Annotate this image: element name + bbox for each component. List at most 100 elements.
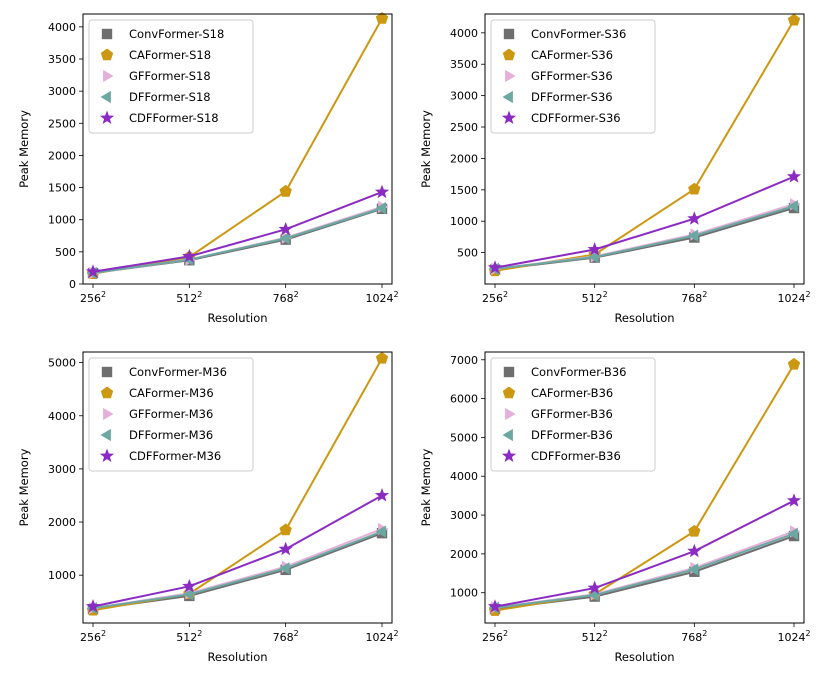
data-point — [786, 169, 802, 183]
legend-marker — [502, 428, 513, 442]
y-tick-label: 4000 — [48, 21, 76, 34]
y-tick-label: 4000 — [48, 410, 76, 423]
y-tick-label: 500 — [457, 247, 478, 260]
data-point — [278, 541, 293, 556]
x-tick-label: 5122 — [582, 629, 608, 644]
legend-label: CAFormer-B36 — [531, 386, 613, 400]
x-tick-label: 2562 — [80, 290, 106, 305]
y-tick-label: 3500 — [450, 58, 478, 71]
data-point — [688, 182, 701, 195]
y-tick-label: 1000 — [450, 215, 478, 228]
series-CDFFormer-M36 — [85, 488, 390, 613]
series-line — [92, 494, 383, 608]
y-tick-label: 2000 — [450, 548, 478, 561]
legend-marker — [502, 386, 516, 399]
data-point — [588, 250, 599, 264]
series-CDFFormer-B36 — [487, 493, 802, 613]
x-axis-label: Resolution — [207, 650, 267, 664]
x-tick-label: 5122 — [176, 290, 202, 305]
x-tick-label: 2562 — [482, 629, 508, 644]
y-tick-label: 3000 — [450, 509, 478, 522]
y-tick-label: 1500 — [48, 182, 76, 195]
data-point — [374, 488, 390, 502]
y-tick-label: 3000 — [450, 90, 478, 103]
legend: ConvFormer-S18 CAFormer-S18 GFFormer-S18 DF… — [88, 19, 254, 134]
y-tick-label: 6000 — [450, 393, 478, 406]
series-DFFormer-S18 — [86, 201, 386, 280]
chart-panel-2: 500 1000 1500 2000 2500 3000 3500 4000 2562 5122 7… — [419, 13, 811, 325]
plot-frame — [82, 13, 393, 285]
x-tick-label: 10242 — [777, 290, 810, 305]
x-tick-label: 7682 — [273, 629, 299, 644]
legend-label: ConvFormer-S18 — [129, 27, 224, 41]
x-tick-label: 7682 — [681, 290, 707, 305]
legend-label: CAFormer-M36 — [129, 386, 214, 400]
y-tick-label: 3500 — [48, 53, 76, 66]
data-point — [587, 241, 602, 256]
legend-marker — [101, 366, 113, 378]
y-tick-label: 2500 — [450, 121, 478, 134]
data-point — [279, 562, 290, 575]
data-point — [787, 527, 798, 540]
legend-label: CDFFormer-B36 — [531, 449, 621, 463]
data-point — [687, 229, 699, 242]
y-axis-label: Peak Memory — [419, 448, 433, 526]
chart-panel-1: 0 500 1000 1500 2000 2500 3000 3500 4000 2562 5122… — [17, 12, 399, 325]
legend: ConvFormer-S36 CAFormer-S36 GFFormer-S36 DF… — [490, 19, 656, 134]
data-point — [182, 588, 194, 601]
y-tick-label: 1000 — [48, 214, 76, 227]
series-DFFormer-S36 — [488, 199, 798, 276]
legend: ConvFormer-M36 CAFormer-M36 GFFormer-M36 DF… — [88, 357, 254, 472]
plot-frame — [484, 351, 805, 624]
legend-label: CAFormer-S18 — [129, 48, 211, 62]
y-tick-label: 2500 — [48, 117, 76, 130]
legend-marker — [505, 407, 516, 421]
legend-box — [490, 19, 656, 134]
data-point — [182, 248, 197, 263]
legend-marker — [103, 407, 114, 421]
x-tick-label: 7682 — [273, 290, 299, 305]
x-axis-label: Resolution — [614, 650, 674, 664]
legend-marker — [501, 110, 517, 125]
data-point — [487, 260, 503, 274]
x-tick-label: 5122 — [582, 290, 608, 305]
y-tick-label: 2000 — [48, 516, 76, 529]
plot-frame — [82, 351, 393, 624]
legend-label: DFFormer-M36 — [129, 428, 213, 442]
legend-marker — [100, 386, 114, 399]
data-point — [375, 201, 386, 215]
x-tick-label: 2562 — [80, 629, 106, 644]
y-axis-label: Peak Memory — [17, 110, 31, 188]
y-tick-label: 5000 — [450, 431, 478, 444]
data-point — [374, 184, 390, 199]
legend-label: ConvFormer-M36 — [129, 365, 227, 379]
y-axis-label: Peak Memory — [17, 448, 31, 526]
data-point — [787, 13, 801, 26]
data-point — [85, 599, 101, 613]
y-tick-label: 2000 — [48, 149, 76, 162]
legend-label: ConvFormer-B36 — [531, 365, 626, 379]
y-axis-label: Peak Memory — [419, 110, 433, 188]
legend-label: DFFormer-S36 — [531, 90, 613, 104]
data-point — [787, 357, 801, 370]
legend-marker — [503, 28, 515, 40]
x-tick-label: 10242 — [365, 629, 398, 644]
legend-marker — [101, 28, 113, 40]
series-line — [92, 207, 383, 275]
legend-box — [88, 357, 254, 472]
legend-marker — [100, 48, 114, 61]
data-point — [687, 563, 699, 576]
data-point — [85, 264, 101, 278]
data-point — [279, 232, 290, 245]
legend-label: GFFormer-B36 — [531, 407, 613, 421]
data-point — [487, 599, 503, 613]
series-line — [494, 205, 795, 270]
y-tick-label: 3000 — [48, 463, 76, 476]
series-line — [92, 205, 383, 275]
x-axis-label: Resolution — [207, 311, 267, 325]
data-point — [279, 523, 292, 536]
plot-frame — [484, 13, 805, 285]
y-tick-label: 0 — [69, 278, 76, 291]
legend-marker — [99, 448, 115, 463]
